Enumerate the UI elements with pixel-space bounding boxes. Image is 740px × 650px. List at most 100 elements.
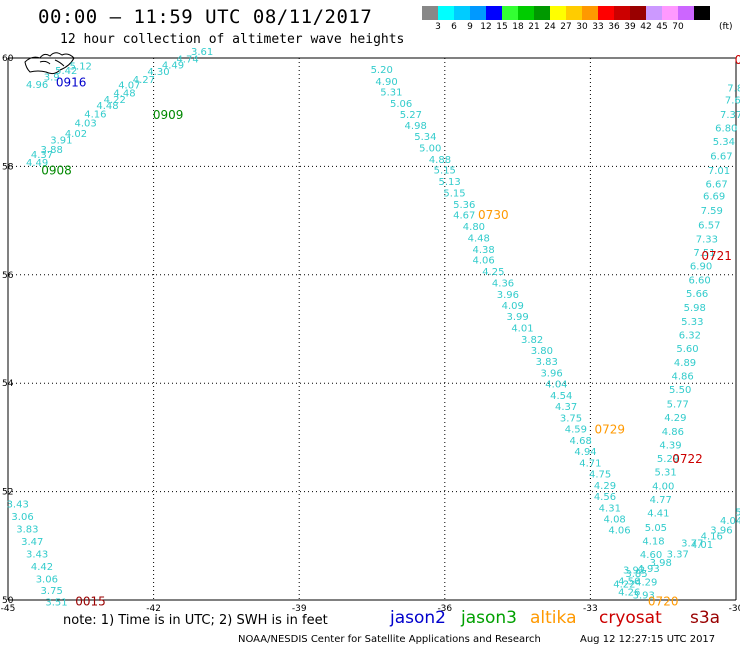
legend-label: 21 bbox=[528, 22, 540, 32]
swh-value: 4.89 bbox=[674, 358, 696, 369]
satellite-jason3: jason3 bbox=[461, 608, 517, 628]
swh-value: 5.36 bbox=[453, 200, 475, 211]
legend-swatch bbox=[582, 6, 598, 20]
footer-note: note: 1) Time is in UTC; 2) SWH is in fe… bbox=[63, 613, 328, 628]
satellite-altika: altika bbox=[530, 608, 577, 628]
swh-value: 4.16 bbox=[84, 109, 106, 120]
swh-value: 5.31 bbox=[654, 468, 676, 479]
legend-label: 24 bbox=[544, 22, 556, 32]
lat-tick-label: 54 bbox=[2, 379, 14, 389]
swh-value: 4.16 bbox=[701, 532, 723, 543]
swh-value: 3.96 bbox=[497, 290, 519, 301]
swh-value: 4.59 bbox=[565, 425, 587, 436]
lon-tick-label: -42 bbox=[146, 604, 161, 614]
legend-label: 15 bbox=[496, 22, 508, 32]
swh-value: 4.96 bbox=[26, 80, 48, 91]
swh-value: 4.56 bbox=[594, 492, 616, 503]
swh-value: 5.50 bbox=[669, 385, 691, 396]
swh-value: 5.66 bbox=[686, 289, 708, 300]
swh-value: 3.83 bbox=[16, 524, 38, 535]
lat-tick-label: 50 bbox=[2, 596, 14, 606]
swh-value: 4.68 bbox=[570, 436, 592, 447]
swh-value: 5.34 bbox=[414, 132, 436, 143]
swh-value: 4.37 bbox=[555, 402, 577, 413]
pass-time-label: 0722 bbox=[672, 452, 703, 466]
legend-label: 12 bbox=[480, 22, 492, 32]
swh-value: 4.18 bbox=[642, 536, 664, 547]
swh-value: 5.33 bbox=[681, 317, 703, 328]
swh-value: 4.01 bbox=[691, 540, 713, 551]
swh-value: 4.22 bbox=[104, 95, 126, 106]
swh-value: 4.42 bbox=[31, 562, 53, 573]
swh-value: 4.48 bbox=[468, 233, 490, 244]
legend-label: 9 bbox=[467, 22, 473, 32]
swh-value: 4.39 bbox=[659, 440, 681, 451]
swh-value: 4.48 bbox=[113, 89, 135, 100]
pass-time-label: 0909 bbox=[153, 108, 184, 122]
legend-label: 6 bbox=[451, 22, 457, 32]
swh-value: 6.57 bbox=[698, 220, 720, 231]
swh-value: 4.02 bbox=[65, 129, 87, 140]
swh-value: 6.60 bbox=[688, 276, 710, 287]
lon-tick-label: -36 bbox=[437, 604, 452, 614]
lat-tick-label: 60 bbox=[2, 54, 14, 64]
swh-value: 4.71 bbox=[579, 458, 601, 469]
swh-value: 4.04 bbox=[720, 516, 740, 527]
legend-swatch bbox=[438, 6, 454, 20]
legend-label: 36 bbox=[608, 22, 620, 32]
swh-value: 4.41 bbox=[647, 509, 669, 520]
swh-value: 5.31 bbox=[380, 88, 402, 99]
swh-value: 6.90 bbox=[690, 262, 712, 273]
swh-value: 4.90 bbox=[375, 77, 397, 88]
legend-swatch bbox=[422, 6, 438, 20]
swh-value: 4.88 bbox=[429, 155, 451, 166]
swh-value: 4.25 bbox=[482, 267, 504, 278]
swh-value: 4.06 bbox=[608, 526, 630, 537]
swh-value: 4.77 bbox=[650, 495, 672, 506]
swh-value: 3.43 bbox=[26, 549, 48, 560]
swh-value: 4.49 bbox=[26, 158, 48, 169]
swh-value: 7.65 bbox=[725, 96, 740, 107]
swh-value: 5.06 bbox=[390, 99, 412, 110]
swh-value: 4.93 bbox=[638, 564, 660, 575]
legend-swatch bbox=[470, 6, 486, 20]
swh-value: 4.22 bbox=[613, 580, 635, 591]
generated-timestamp: Aug 12 12:27:15 UTC 2017 bbox=[580, 634, 716, 645]
swh-value: 4.00 bbox=[652, 482, 674, 493]
swh-value: 4.94 bbox=[574, 447, 596, 458]
swh-value: 3.82 bbox=[521, 335, 543, 346]
swh-value: 4.29 bbox=[664, 413, 686, 424]
legend-swatch bbox=[566, 6, 582, 20]
satellite-jason2: jason2 bbox=[390, 608, 446, 628]
satellite-cryosat: cryosat bbox=[599, 608, 662, 628]
legend-label: 42 bbox=[640, 22, 652, 32]
swh-value: 5.60 bbox=[676, 344, 698, 355]
legend-swatch bbox=[694, 6, 710, 20]
swh-value: 4.80 bbox=[463, 222, 485, 233]
swh-value: 3.77 bbox=[681, 539, 703, 550]
legend-swatch bbox=[518, 6, 534, 20]
swh-value: 4.29 bbox=[594, 481, 616, 492]
swh-value: 6.69 bbox=[703, 192, 725, 203]
swh-value: 5.20 bbox=[371, 65, 393, 76]
swh-value: 3.88 bbox=[41, 145, 63, 156]
lon-tick-label: -30 bbox=[729, 604, 740, 614]
swh-value: 6.32 bbox=[679, 330, 701, 341]
swh-value: 5.77 bbox=[667, 399, 689, 410]
legend-swatch bbox=[646, 6, 662, 20]
swh-value: 7.83 bbox=[727, 83, 740, 94]
swh-value: 4.04 bbox=[545, 380, 567, 391]
swh-value: 7.59 bbox=[701, 206, 723, 217]
swh-value: 6.67 bbox=[710, 152, 732, 163]
swh-value: 4.98 bbox=[405, 121, 427, 132]
pass-time-label: 0015 bbox=[75, 595, 106, 609]
swh-value: 3.92 bbox=[623, 566, 645, 577]
page-subtitle: 12 hour collection of altimeter wave hei… bbox=[60, 32, 405, 47]
pass-time-labels: 0916 0909 0908 0730 0721 0729 0722 0015 0720 0 bbox=[41, 53, 740, 608]
swh-value: 5.15 bbox=[443, 188, 465, 199]
swh-value: 4.01 bbox=[511, 323, 533, 334]
swh-value: 3.96 bbox=[710, 526, 732, 537]
legend-label: 3 bbox=[435, 22, 441, 32]
swh-value: 3.98 bbox=[650, 558, 672, 569]
swh-value: 4.49 bbox=[162, 61, 184, 72]
